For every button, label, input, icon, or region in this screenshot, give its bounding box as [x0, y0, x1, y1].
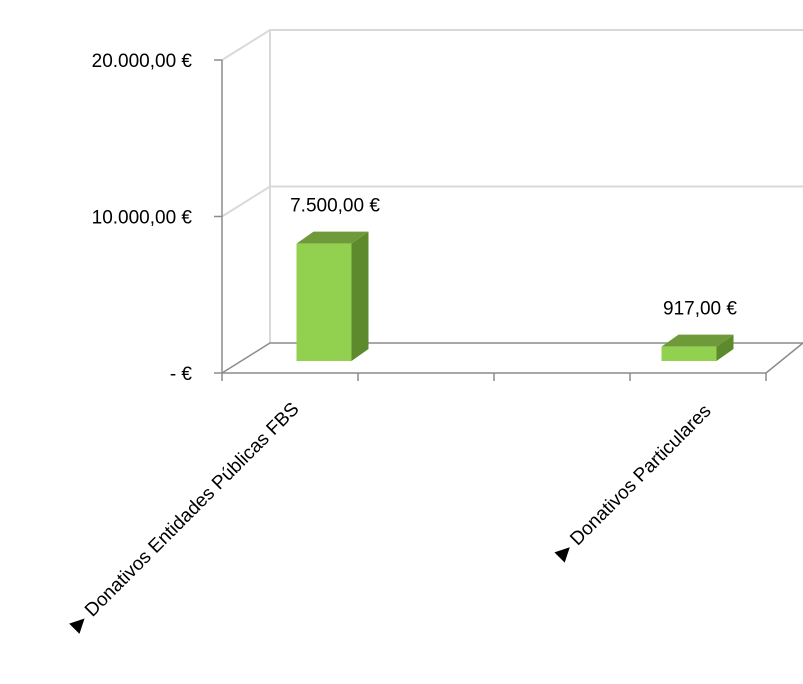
bar-side	[716, 334, 734, 361]
floor-right-edge	[765, 342, 803, 374]
bar-top	[661, 334, 734, 347]
category-name: Donativos Particulares	[566, 401, 715, 550]
axes	[214, 59, 803, 381]
category-name: Donativos Entidades Públicas FBS	[81, 399, 303, 621]
x-axis-category-labels: ▶ Donativos Entidades Públicas FBS ▶ Dona…	[66, 398, 716, 636]
y-tick-label: 20.000,00 €	[92, 51, 193, 72]
category-label-text: ▶ Donativos Entidades Públicas FBS	[66, 398, 304, 636]
data-label: 917,00 €	[663, 299, 737, 320]
gridline	[221, 29, 803, 61]
bar-side	[351, 231, 369, 361]
y-tick-label: 10.000,00 €	[92, 208, 193, 229]
category-label: ▶ Donativos Particulares	[551, 400, 716, 565]
gridline	[221, 342, 803, 374]
gridlines	[221, 29, 803, 374]
bar-top	[296, 231, 369, 244]
bar	[661, 334, 734, 361]
gridline	[221, 185, 803, 218]
data-labels: 7.500,00 € 917,00 €	[290, 196, 737, 320]
category-label: ▶ Donativos Entidades Públicas FBS	[66, 398, 304, 636]
bars	[296, 231, 734, 361]
bar-front	[296, 243, 352, 361]
y-axis-tick-labels: - € 10.000,00 € 20.000,00 €	[92, 51, 193, 385]
bar-front	[661, 346, 717, 361]
category-label-text: ▶ Donativos Particulares	[551, 400, 716, 565]
y-tick-label: - €	[170, 364, 193, 385]
data-label: 7.500,00 €	[290, 196, 380, 217]
bar	[296, 231, 369, 361]
